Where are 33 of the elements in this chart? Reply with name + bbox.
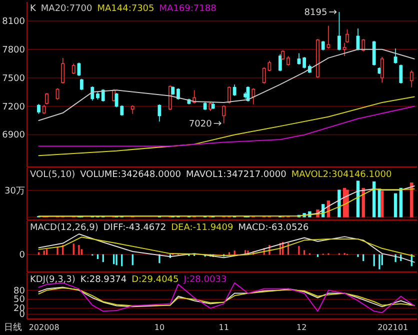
series-label: K:28.9374 (80, 275, 127, 285)
series-label: D:29.4045 (132, 275, 179, 285)
series-label: MAVOL2:304146.1000 (291, 170, 392, 180)
text: MA144:7305 (97, 4, 154, 14)
y-tick-label: 6900 (2, 130, 26, 141)
chart-title: K (30, 4, 37, 14)
text: MA169:7188 (159, 4, 217, 14)
y-tick-label: 0 (19, 310, 26, 320)
annotation: 7020 (188, 119, 212, 130)
series-label: J:28.0033 (182, 275, 227, 285)
y-tick-label: 8100 (2, 16, 26, 27)
y-tick-label: 7800 (2, 45, 26, 56)
text: MAVOL1:347217.0000 (186, 170, 287, 180)
x-tick-label: 202101 (378, 323, 408, 332)
series-label: DIFF:-43.4672 (103, 223, 166, 233)
x-tick-label: 11 (218, 323, 229, 332)
y-tick-label: 7500 (2, 74, 26, 84)
x-axis-title: 日线 (4, 322, 22, 333)
x-tick-label: 10 (154, 323, 165, 332)
text: MA20:7700 (40, 4, 92, 14)
text: VOLUME:342648.0000 (80, 170, 182, 180)
text: MACD:-63.0526 (238, 223, 309, 233)
x-tick-label: 202008 (28, 323, 60, 332)
y-tick-label: 7200 (2, 102, 26, 112)
annotation: 8195 (304, 8, 328, 18)
y-tick-label: 50 (14, 295, 26, 306)
ref-line-label: 30万 (4, 186, 25, 196)
chart-title: MACD(12,26,9) (30, 223, 98, 233)
chart-title: KDJ(9,3,3) (30, 275, 76, 285)
y-tick-label: 80 (14, 286, 26, 296)
text: DEA:-11.9409 (171, 223, 234, 233)
chart-title: VOL(5,10) (30, 170, 76, 180)
x-tick-label: 12 (296, 323, 307, 332)
